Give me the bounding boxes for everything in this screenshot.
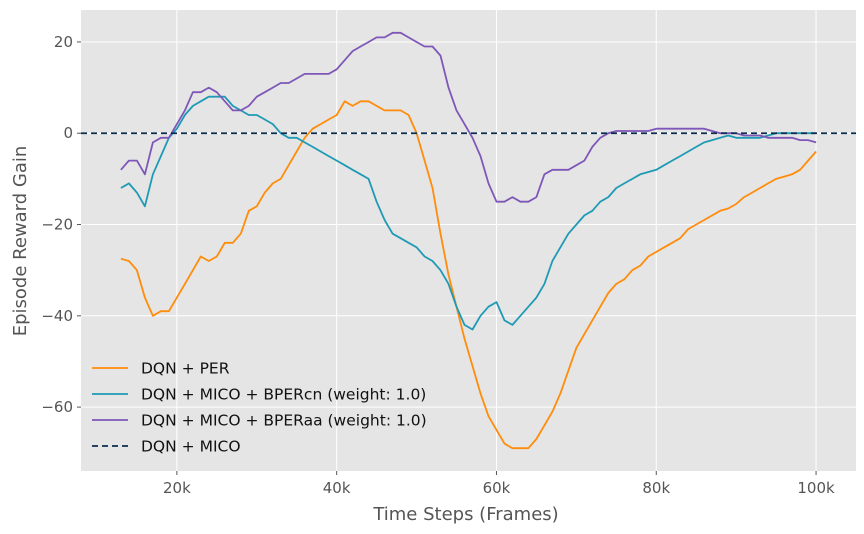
series-line-2 <box>120 95 817 331</box>
x-tick-label: 60k <box>483 479 511 497</box>
legend: DQN + PER DQN + MICO + BPERcn (weight: 1.… <box>92 360 427 456</box>
legend-label: DQN + MICO + BPERcn (weight: 1.0) <box>141 386 426 404</box>
legend-label: DQN + MICO <box>141 438 241 456</box>
legend-label: DQN + MICO + BPERaa (weight: 1.0) <box>141 412 427 430</box>
y-tick-label: −20 <box>41 216 73 234</box>
x-axis-label: Time Steps (Frames) <box>372 504 558 525</box>
y-axis-ticks: 20 0 −20 −40 −60 <box>41 33 81 416</box>
series-line-1 <box>120 100 817 450</box>
series-layer <box>81 31 856 450</box>
legend-label: DQN + PER <box>141 360 230 378</box>
plot-background <box>81 10 856 471</box>
x-tick-label: 40k <box>323 479 351 497</box>
y-tick-label: −60 <box>41 398 73 416</box>
y-tick-label: −40 <box>41 307 73 325</box>
y-tick-label: 0 <box>63 124 73 142</box>
x-tick-label: 80k <box>642 479 670 497</box>
x-tick-label: 20k <box>163 479 191 497</box>
y-axis-label: Episode Reward Gain <box>10 146 31 337</box>
x-tick-label: 100k <box>797 479 835 497</box>
y-tick-label: 20 <box>54 33 73 51</box>
series-line-3 <box>120 31 817 203</box>
x-axis-ticks: 20k 40k 60k 80k 100k <box>163 471 835 497</box>
